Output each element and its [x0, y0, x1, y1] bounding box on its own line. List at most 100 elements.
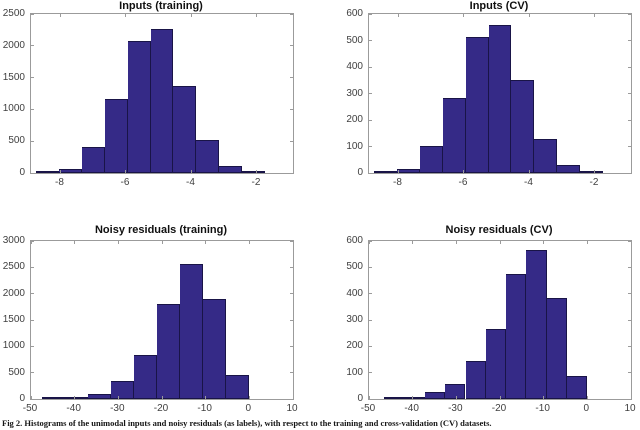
- histogram-bar: [546, 298, 568, 399]
- x-axis-tick-label: -10: [535, 403, 550, 414]
- axis-tick: [74, 396, 76, 399]
- axis-tick: [30, 396, 32, 399]
- axis-tick: [594, 170, 596, 173]
- axis-tick: [630, 241, 632, 244]
- histogram-bar: [511, 80, 535, 173]
- plot-area-inputs-training: [30, 13, 294, 174]
- chart-title: Noisy residuals (training): [94, 224, 228, 236]
- histogram-bar: [506, 274, 527, 399]
- y-axis-tick-label: 500: [346, 34, 363, 46]
- x-axis-tick-label: -6: [458, 177, 468, 188]
- y-axis-tick-label: 2500: [2, 261, 25, 273]
- x-axis-tick-label: -20: [153, 403, 169, 414]
- histogram-bar: [203, 299, 227, 399]
- axis-tick: [463, 170, 465, 173]
- histogram-bar: [485, 329, 507, 399]
- histogram-bar: [465, 361, 486, 399]
- axis-tick: [369, 266, 372, 268]
- y-axis-tick-label: 600: [346, 235, 363, 246]
- histogram-bar: [104, 99, 128, 173]
- histogram-bar: [150, 29, 174, 173]
- panel-noisy-residuals-training: Noisy residuals (training) -50 -40 -30 -20 -…: [0, 224, 302, 424]
- axis-tick: [369, 40, 372, 41]
- axis-tick: [290, 45, 293, 47]
- y-axis-tick-label: 1000: [2, 103, 25, 115]
- chart-title: Inputs (CV): [469, 0, 529, 12]
- x-axis-tick-label: -20: [491, 403, 507, 414]
- axis-tick: [31, 345, 34, 347]
- axis-tick: [290, 345, 293, 347]
- x-axis-tick-label: -8: [55, 177, 64, 188]
- axis-tick: [161, 241, 163, 244]
- axis-tick: [628, 172, 631, 174]
- histogram-bar: [127, 41, 151, 173]
- histogram-bar: [488, 25, 512, 173]
- y-axis-tick-label: 400: [346, 61, 363, 72]
- panel-inputs-training: Inputs (training) -8 -6 -4 -2 0 500 1000 1500 20…: [0, 0, 302, 200]
- axis-tick: [31, 13, 34, 15]
- axis-tick: [117, 396, 119, 399]
- axis-tick: [31, 293, 34, 295]
- axis-tick: [369, 146, 372, 147]
- axis-tick: [292, 396, 294, 399]
- y-axis-tick-label: 100: [346, 366, 363, 378]
- histogram-bar: [419, 146, 443, 173]
- x-axis-tick-label: -50: [360, 403, 376, 414]
- axis-tick: [369, 398, 372, 400]
- axis-tick: [290, 319, 293, 321]
- axis-tick: [161, 396, 163, 399]
- axis-tick: [463, 14, 465, 17]
- axis-tick: [290, 372, 293, 374]
- axis-tick: [369, 172, 372, 174]
- histogram-bar: [111, 381, 135, 399]
- x-axis-tick-label: -4: [524, 177, 533, 188]
- plot-area-inputs-cv: [368, 13, 632, 174]
- axis-tick: [628, 319, 631, 321]
- x-axis-tick-label: 10: [624, 403, 636, 414]
- axis-tick: [256, 170, 258, 173]
- y-axis-tick-label: 500: [346, 261, 363, 273]
- y-axis-tick-label: 300: [346, 87, 363, 99]
- histogram-bar: [81, 147, 105, 173]
- y-axis-tick-label: 0: [357, 393, 363, 404]
- histogram-bar: [442, 98, 466, 173]
- x-axis-tick-label: -2: [589, 177, 599, 188]
- histogram-bar: [64, 397, 88, 399]
- axis-tick: [205, 396, 207, 399]
- y-axis-tick-label: 400: [346, 287, 363, 299]
- axis-tick: [190, 170, 192, 173]
- axis-tick: [290, 108, 293, 110]
- axis-tick: [256, 14, 258, 17]
- axis-tick: [369, 119, 372, 121]
- axis-tick: [397, 14, 399, 17]
- axis-tick: [397, 170, 399, 173]
- y-axis-tick-label: 3000: [2, 235, 25, 246]
- axis-tick: [368, 396, 370, 399]
- axis-tick: [628, 293, 631, 295]
- y-axis-tick-label: 0: [357, 167, 363, 178]
- chart-title: Inputs (training): [119, 0, 203, 12]
- axis-tick: [528, 14, 530, 17]
- axis-tick: [628, 266, 631, 268]
- axis-tick: [117, 241, 119, 244]
- y-axis-tick-label: 0: [19, 167, 25, 178]
- axis-tick: [628, 345, 631, 347]
- axis-tick: [630, 396, 632, 399]
- axis-tick: [290, 140, 293, 142]
- axis-tick: [412, 241, 414, 244]
- histogram-bar: [226, 375, 250, 399]
- axis-tick: [248, 241, 250, 244]
- axis-tick: [369, 240, 372, 242]
- axis-tick: [543, 396, 545, 399]
- y-axis-tick-label: 0: [19, 393, 25, 404]
- y-axis-tick-label: 500: [8, 135, 25, 147]
- axis-tick: [628, 398, 631, 400]
- axis-tick: [31, 266, 34, 268]
- axis-tick: [628, 93, 631, 94]
- histogram-bar: [534, 139, 558, 173]
- axis-tick: [31, 45, 34, 47]
- y-axis-tick-label: 300: [346, 314, 363, 325]
- chart-title: Noisy residuals (CV): [445, 224, 553, 236]
- axis-tick: [528, 170, 530, 173]
- axis-tick: [31, 77, 34, 79]
